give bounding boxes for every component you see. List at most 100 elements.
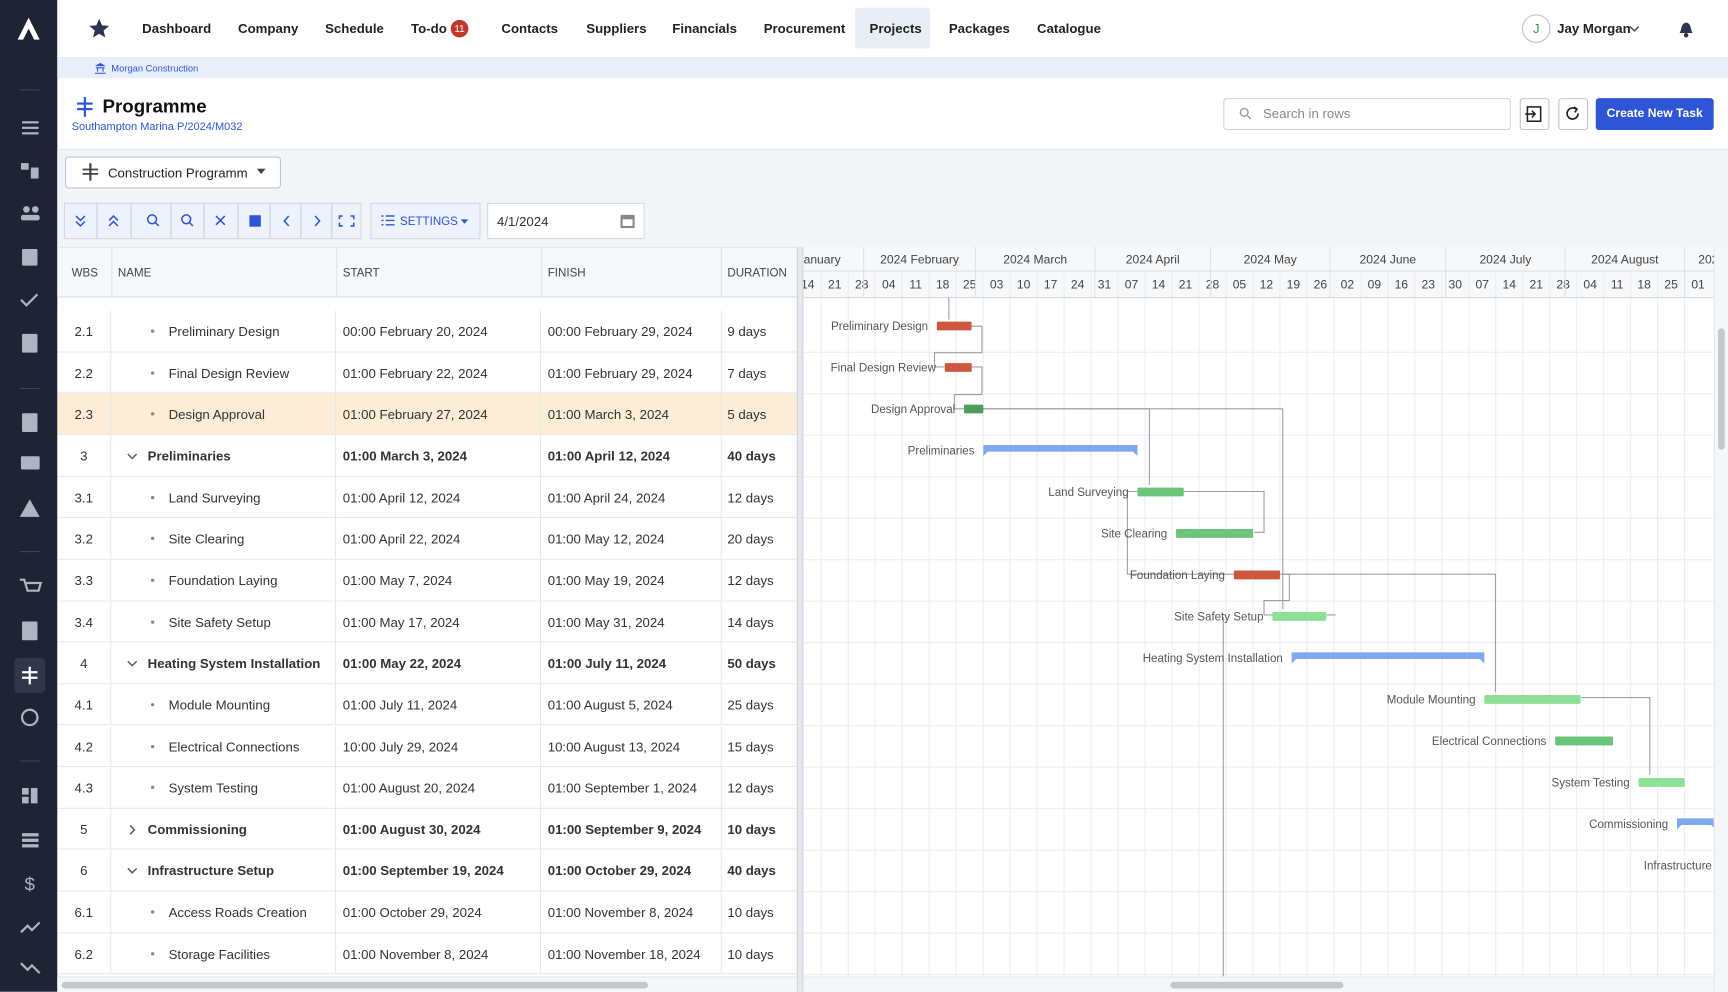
table-row[interactable]: 3 Preliminaries 01:00 March 3, 2024 01:00 A…	[57, 435, 797, 477]
table-row[interactable]: 4 Heating System Installation 01:00 May 22…	[57, 642, 797, 685]
toolbar-icons[interactable]	[64, 202, 362, 240]
table-row[interactable]: 6 Infrastructure Setup 01:00 September 19,…	[57, 850, 797, 892]
nav-item[interactable]: To-do	[411, 20, 447, 37]
settings-label: SETTINGS	[400, 214, 458, 229]
vertical-scrollbar[interactable]	[1713, 246, 1728, 992]
week-label: 18	[1637, 278, 1651, 292]
bullet	[150, 329, 155, 333]
table-row[interactable]: 5 Commissioning 01:00 August 30, 2024 01:00…	[57, 808, 797, 851]
nav-item[interactable]: Packages	[948, 20, 1010, 37]
name-cell: Access Roads Creation	[168, 904, 307, 921]
cell-divider	[539, 310, 542, 352]
table-row[interactable]: 2.1 Preliminary Design 00:00 February 20, …	[57, 310, 797, 353]
week-label: 26	[1314, 278, 1328, 292]
start-cell: 01:00 March 3, 2024	[342, 448, 467, 464]
cell-divider	[720, 767, 722, 808]
nav-item[interactable]: Suppliers	[586, 20, 647, 37]
week-label: 21	[1529, 278, 1543, 292]
gantt-summary-bar[interactable]	[983, 444, 1138, 456]
refresh-button[interactable]	[1558, 98, 1589, 131]
project-link[interactable]: Southampton Marina P/2024/M032	[71, 121, 243, 134]
start-cell: 01:00 May 17, 2024	[342, 614, 460, 630]
page-title: Programme	[102, 95, 207, 117]
user-name[interactable]: Jay Morgan	[1557, 20, 1631, 37]
column-divider	[111, 246, 113, 298]
cell-divider	[720, 850, 722, 891]
nav-item[interactable]: Projects	[869, 20, 922, 37]
cell-divider	[335, 684, 337, 725]
expand-toggle[interactable]	[126, 864, 139, 877]
wbs-cell: 4.2	[74, 738, 93, 755]
table-row[interactable]: 4.3 System Testing 01:00 August 20, 2024 01…	[57, 767, 797, 809]
nav-item[interactable]: Dashboard	[142, 20, 212, 37]
table-row[interactable]: 3.2 Site Clearing 01:00 April 22, 2024 01:0…	[57, 518, 797, 560]
splitter[interactable]	[796, 246, 804, 992]
table-row[interactable]: 4.1 Module Mounting 01:00 July 11, 2024 01:…	[57, 684, 797, 726]
breadcrumb-bar	[57, 58, 1728, 79]
wbs-cell: 3.3	[74, 572, 93, 589]
table-row[interactable]: 2.3 Design Approval 01:00 February 27, 202…	[57, 393, 797, 436]
search-box[interactable]	[1223, 98, 1511, 131]
select-icon	[82, 163, 99, 181]
month-label: 2024 February	[880, 252, 960, 266]
cell-divider	[110, 725, 112, 767]
table-row[interactable]: 2.2 Final Design Review 01:00 February 22,…	[57, 352, 797, 394]
start-cell: 01:00 April 12, 2024	[342, 489, 461, 506]
bullet	[150, 370, 155, 375]
week-label: 14	[1502, 278, 1516, 292]
wbs-cell: 4	[80, 655, 88, 672]
wbs-cell: 2.3	[74, 406, 93, 423]
cell-divider	[335, 310, 337, 352]
name-cell: Commissioning	[147, 821, 247, 838]
create-task-button[interactable]: Create New Task	[1595, 98, 1714, 131]
expand-toggle[interactable]	[126, 657, 139, 670]
duration-cell: 9 days	[727, 323, 767, 340]
table-row[interactable]: 6.1 Access Roads Creation 01:00 October 29…	[57, 891, 797, 934]
cell-divider	[539, 642, 542, 684]
bullet	[150, 702, 155, 707]
table-row[interactable]: 4.2 Electrical Connections 10:00 July 29, …	[57, 725, 797, 768]
export-button[interactable]	[1519, 98, 1550, 131]
date-input[interactable]	[487, 202, 645, 240]
gantt-bar-label: Site Clearing	[1101, 528, 1167, 540]
cell-divider	[720, 891, 722, 933]
table-scrollbar[interactable]	[57, 976, 797, 992]
cell-divider	[720, 559, 722, 601]
favourite-icon[interactable]	[88, 18, 110, 40]
finish-cell: 01:00 November 8, 2024	[547, 904, 694, 921]
nav-item[interactable]: Financials	[672, 20, 737, 37]
duration-cell: 50 days	[727, 655, 776, 672]
gantt-scrollbar[interactable]	[803, 976, 1714, 992]
expand-toggle[interactable]	[126, 823, 139, 836]
nav-item[interactable]: Contacts	[501, 20, 559, 37]
table-row[interactable]: 3.4 Site Safety Setup 01:00 May 17, 2024 01…	[57, 601, 797, 643]
table-row[interactable]: 6.2 Storage Facilities 01:00 November 8, 2…	[57, 933, 797, 975]
week-label: 05	[1233, 278, 1247, 292]
nav-item[interactable]: Procurement	[763, 20, 846, 37]
programme-select[interactable]	[65, 156, 282, 189]
nav-item[interactable]: Company	[238, 20, 299, 37]
calendar-icon[interactable]	[620, 213, 635, 229]
finish-cell: 01:00 October 29, 2024	[547, 863, 692, 879]
month-label: 2024 January	[767, 252, 841, 266]
gantt-bar	[1272, 612, 1327, 621]
cell-divider	[335, 435, 337, 476]
gantt-summary-bar[interactable]	[1291, 652, 1485, 664]
week-label: 14	[1152, 278, 1166, 292]
expand-toggle[interactable]	[126, 450, 139, 463]
wbs-cell: 4.1	[74, 697, 93, 713]
breadcrumb[interactable]: Morgan Construction	[111, 62, 199, 74]
notifications-icon[interactable]	[1676, 19, 1696, 39]
user-caret	[1629, 25, 1640, 32]
avatar[interactable]: J	[1521, 14, 1551, 43]
gantt-bar	[936, 321, 972, 331]
nav-item[interactable]: Schedule	[325, 20, 384, 37]
table-row[interactable]: 3.1 Land Surveying 01:00 April 12, 2024 01:…	[57, 476, 797, 519]
gantt-summary-bar[interactable]	[1677, 818, 1716, 830]
name-cell: Preliminaries	[147, 448, 231, 464]
nav-item[interactable]: Catalogue	[1037, 20, 1101, 37]
cell-divider	[539, 725, 542, 767]
name-cell: System Testing	[168, 780, 259, 796]
table-row[interactable]: 3.3 Foundation Laying 01:00 May 7, 2024 01:…	[57, 559, 797, 602]
cell-divider	[720, 808, 722, 850]
